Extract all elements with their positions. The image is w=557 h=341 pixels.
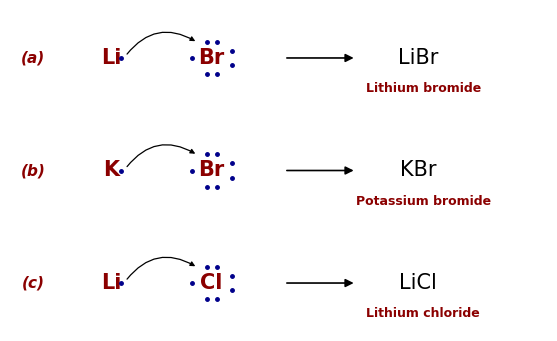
Text: Br: Br	[198, 161, 225, 180]
Text: Li: Li	[101, 48, 121, 68]
Text: KBr: KBr	[399, 161, 436, 180]
Text: (c): (c)	[22, 276, 45, 291]
Text: Lithium chloride: Lithium chloride	[367, 307, 480, 320]
Text: K: K	[104, 161, 119, 180]
Text: Lithium bromide: Lithium bromide	[366, 82, 481, 95]
Text: (b): (b)	[21, 163, 46, 178]
Text: (a): (a)	[21, 50, 46, 65]
Text: Br: Br	[198, 48, 225, 68]
Text: LiCl: LiCl	[399, 273, 437, 293]
Text: LiBr: LiBr	[398, 48, 438, 68]
Text: Potassium bromide: Potassium bromide	[356, 195, 491, 208]
Text: Li: Li	[101, 273, 121, 293]
Text: Cl: Cl	[201, 273, 223, 293]
